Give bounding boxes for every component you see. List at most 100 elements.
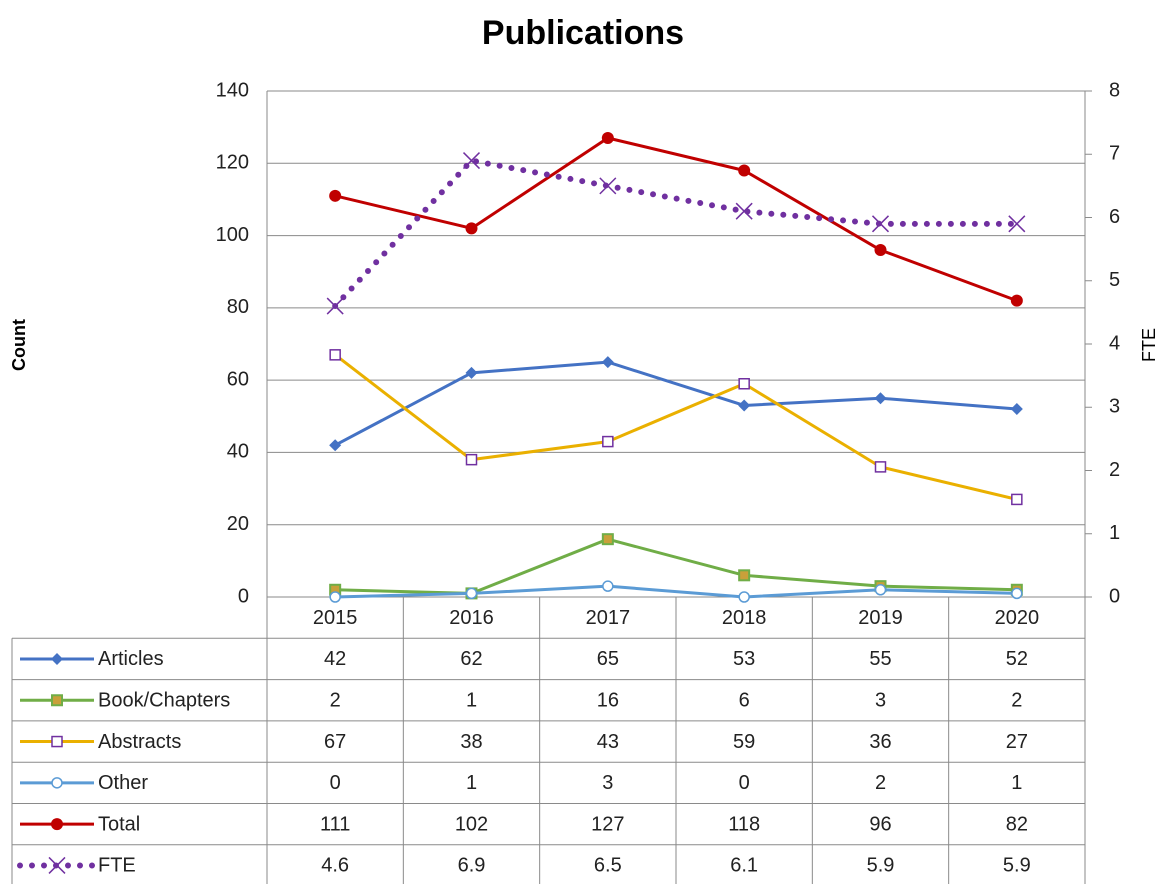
marker <box>874 392 887 405</box>
y-tick-label: 100 <box>216 224 249 246</box>
series-line <box>335 584 1017 599</box>
marker <box>1010 294 1023 307</box>
marker <box>1011 493 1023 506</box>
marker <box>1008 215 1026 233</box>
chart-title: Publications <box>482 14 684 52</box>
y-tick-label: 0 <box>238 585 249 607</box>
y2-tick-label: 1 <box>1109 522 1120 544</box>
table-cell: 2 <box>875 772 886 794</box>
marker <box>601 131 614 144</box>
legend-label: Articles <box>98 648 164 670</box>
y-tick-label: 40 <box>227 441 249 463</box>
table-cell: 118 <box>728 813 760 835</box>
marker <box>738 164 751 177</box>
table-cell: 5.9 <box>867 855 895 877</box>
table-cell: 1 <box>466 690 477 712</box>
marker <box>602 580 614 592</box>
series-line <box>334 360 1017 447</box>
marker <box>602 435 614 448</box>
marker <box>462 152 481 170</box>
marker <box>874 244 887 257</box>
table-cell: 2 <box>1011 690 1022 712</box>
marker <box>738 569 751 582</box>
marker <box>874 584 887 596</box>
y-tick-label: 140 <box>216 79 249 101</box>
table-cell: 6.5 <box>594 855 622 877</box>
marker <box>738 378 750 390</box>
table-cell: 96 <box>869 813 891 835</box>
table-cell: 38 <box>460 731 482 753</box>
table-cell: 0 <box>739 772 750 794</box>
marker <box>326 297 344 315</box>
table-cell: 67 <box>324 731 346 753</box>
table-cell: 1 <box>1011 772 1022 794</box>
table-cell: 0 <box>330 772 341 794</box>
y2-tick-label: 5 <box>1109 269 1120 291</box>
series-line <box>334 136 1018 303</box>
x-tick-label: 2015 <box>313 607 358 629</box>
series-line <box>334 353 1018 501</box>
series-line <box>335 537 1017 595</box>
marker <box>871 215 890 233</box>
table-cell: 55 <box>869 648 891 670</box>
marker <box>874 461 887 473</box>
table-cell: 102 <box>455 813 488 835</box>
y2-tick-label: 0 <box>1109 585 1120 607</box>
marker <box>465 453 478 466</box>
marker <box>51 694 63 707</box>
marker <box>1011 587 1023 600</box>
table-cell: 3 <box>875 690 886 712</box>
marker <box>51 735 63 748</box>
marker <box>601 533 614 546</box>
table-cell: 27 <box>1006 731 1028 753</box>
table-cell: 59 <box>733 731 755 753</box>
marker <box>329 189 342 202</box>
table-cell: 2 <box>330 690 341 712</box>
table-cell: 1 <box>466 772 477 794</box>
y2-tick-label: 8 <box>1109 79 1120 101</box>
table-cell: 6 <box>739 690 750 712</box>
x-tick-label: 2020 <box>995 607 1040 629</box>
table-cell: 62 <box>460 648 482 670</box>
legend-label: Abstracts <box>98 731 181 753</box>
marker <box>738 399 751 412</box>
legend-label: Book/Chapters <box>98 690 230 712</box>
table-cell: 5.9 <box>1003 855 1031 877</box>
marker <box>738 591 750 603</box>
y-tick-label: 120 <box>216 152 249 174</box>
table-cell: 43 <box>597 731 619 753</box>
marker <box>329 349 341 361</box>
table-cell: 6.9 <box>458 855 486 877</box>
y2-tick-label: 6 <box>1109 206 1120 228</box>
x-tick-label: 2019 <box>858 607 903 629</box>
marker <box>601 356 614 369</box>
table-cell: 82 <box>1006 813 1028 835</box>
marker <box>465 366 478 379</box>
table-cell: 65 <box>597 648 619 670</box>
x-tick-label: 2018 <box>722 607 767 629</box>
y-tick-label: 60 <box>227 368 249 390</box>
y2-tick-label: 4 <box>1109 332 1120 354</box>
marker <box>51 652 63 665</box>
y-axis-label: Count <box>9 319 29 371</box>
x-tick-label: 2017 <box>586 607 631 629</box>
legend-label: Other <box>98 772 148 794</box>
table-cell: 4.6 <box>321 855 349 877</box>
y2-tick-label: 7 <box>1109 143 1120 165</box>
marker <box>329 591 341 603</box>
table-cell: 16 <box>597 690 619 712</box>
table-cell: 6.1 <box>730 855 758 877</box>
marker <box>51 777 63 789</box>
marker <box>51 818 63 831</box>
y-tick-label: 20 <box>227 513 249 535</box>
legend-label: FTE <box>98 855 136 877</box>
y-tick-label: 80 <box>227 296 249 318</box>
marker <box>1010 403 1023 416</box>
marker <box>329 439 342 452</box>
marker <box>465 222 478 235</box>
table-cell: 3 <box>602 772 613 794</box>
x-tick-label: 2016 <box>449 607 494 629</box>
marker <box>48 856 66 874</box>
table-cell: 36 <box>869 731 891 753</box>
